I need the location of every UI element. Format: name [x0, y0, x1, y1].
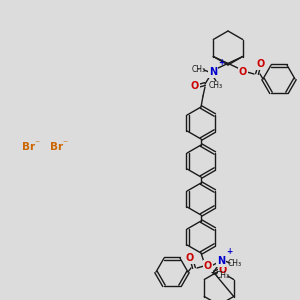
Text: O: O: [204, 261, 212, 271]
Text: N: N: [217, 256, 225, 266]
Text: +: +: [218, 58, 224, 67]
Text: O: O: [239, 67, 247, 77]
Text: CH₃: CH₃: [228, 259, 242, 268]
Text: CH₃: CH₃: [216, 271, 230, 280]
Text: ⁻: ⁻: [34, 139, 39, 149]
Text: O: O: [186, 253, 194, 263]
Text: Br: Br: [50, 142, 63, 152]
Text: ⁻: ⁻: [62, 139, 67, 149]
Text: CH₃: CH₃: [192, 65, 206, 74]
Text: CH₃: CH₃: [209, 82, 223, 91]
Text: Br: Br: [22, 142, 35, 152]
Text: +: +: [226, 247, 232, 256]
Text: O: O: [257, 59, 265, 69]
Text: N: N: [209, 67, 217, 77]
Text: O: O: [219, 265, 227, 275]
Text: O: O: [191, 81, 199, 91]
